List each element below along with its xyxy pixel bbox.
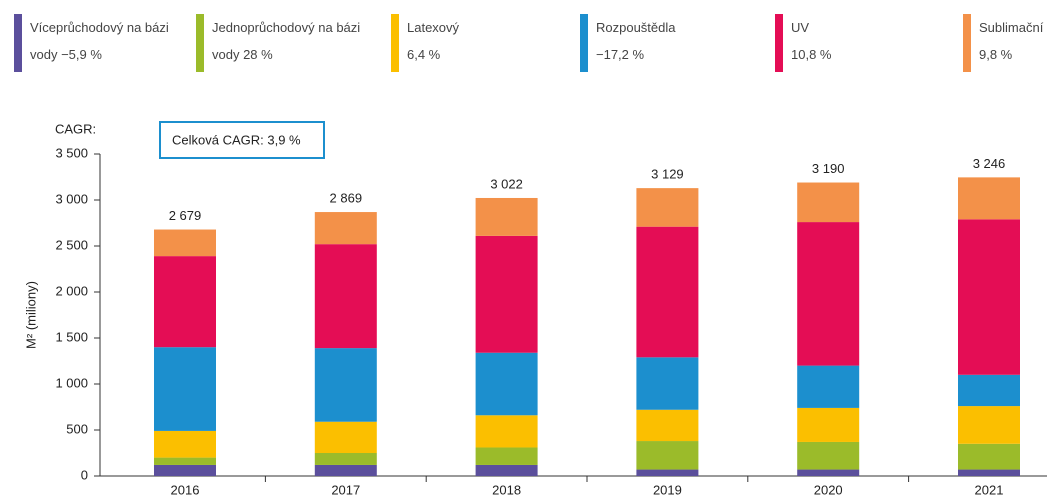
legend-label: UV 10,8 % [791,20,832,62]
legend-swatch [391,14,399,72]
bar-segment [314,348,377,422]
legend-swatch [963,14,971,72]
x-tick-label: 2020 [814,482,843,497]
bar-segment [154,464,216,476]
legend-label: Rozpouštědla −17,2 % [596,20,676,62]
legend-swatch [196,14,204,72]
x-tick-label: 2018 [492,482,521,497]
x-tick-label: 2021 [975,482,1004,497]
bar-segment [797,182,860,223]
bar-segment [636,226,699,358]
x-tick-label: 2019 [653,482,682,497]
bar-segment [797,469,860,476]
legend-swatch [580,14,588,72]
bar-segment [154,457,216,465]
bar-segment [797,441,860,470]
bar-segment [958,469,1020,476]
bar-segment [475,447,538,465]
bar-segment [475,197,538,236]
total-cagr-note: Celková CAGR: 3,9 % [172,132,301,147]
bar-segment [475,464,538,476]
bar-segment [475,235,538,353]
bar-segment [958,406,1020,444]
bar-segment [958,177,1020,220]
x-tick-label: 2017 [331,482,360,497]
bar-segment [154,229,216,257]
bar-segment [154,256,216,348]
y-tick-label: 3 000 [55,191,88,206]
bar-segment [475,415,538,448]
bar-segment [636,441,699,470]
bar-segment [958,219,1020,375]
bar-segment [636,357,699,410]
legend-swatch [14,14,22,72]
bar-segment [636,409,699,442]
bar-segment [797,365,860,408]
y-tick-label: 2 500 [55,237,88,252]
bar-segment [314,244,377,349]
legend-label: Víceprůchodový na bázi vody −5,9 % [30,20,169,62]
y-tick-label: 500 [66,421,88,436]
y-axis-label: M² (miliony) [23,281,38,349]
legend-item: Víceprůchodový na bázi vody −5,9 % [14,14,169,72]
total-label: 3 022 [490,176,523,191]
bar-segment [636,469,699,476]
bar-segment [314,464,377,476]
bar-segment [797,222,860,366]
bar-segment [797,407,860,442]
legend-item: Latexový 6,4 % [391,14,459,72]
legend-label: Jednoprůchodový na bázi vody 28 % [212,20,361,62]
total-label: 3 190 [812,161,845,176]
bar-segment [475,352,538,416]
total-label: 2 869 [330,190,363,205]
total-label: 3 246 [973,156,1006,171]
legend-item: Rozpouštědla −17,2 % [580,14,676,72]
legend-label: Sublimační 9,8 % [979,20,1044,62]
y-tick-label: 0 [81,467,88,482]
bar-segment [314,421,377,453]
bar-segment [314,453,377,465]
legend-swatch [775,14,783,72]
legend-item: UV 10,8 % [775,14,831,72]
bar-segment [154,347,216,431]
bar-segment [314,212,377,245]
bar-segment [958,374,1020,407]
cagr-box [159,121,325,159]
bar-segment [958,443,1020,470]
y-tick-label: 2 000 [55,283,88,298]
cagr-heading: CAGR: [55,121,96,136]
legend-label: Latexový 6,4 % [407,20,460,62]
y-tick-label: 1 500 [55,329,88,344]
legend-item: Sublimační 9,8 % [963,14,1043,72]
x-tick-label: 2016 [171,482,200,497]
y-tick-label: 3 500 [55,145,88,160]
legend-item: Jednoprůchodový na bázi vody 28 % [196,14,360,72]
total-label: 2 679 [169,208,202,223]
bar-segment [154,430,216,458]
y-tick-label: 1 000 [55,375,88,390]
total-label: 3 129 [651,167,684,182]
bar-segment [636,188,699,227]
